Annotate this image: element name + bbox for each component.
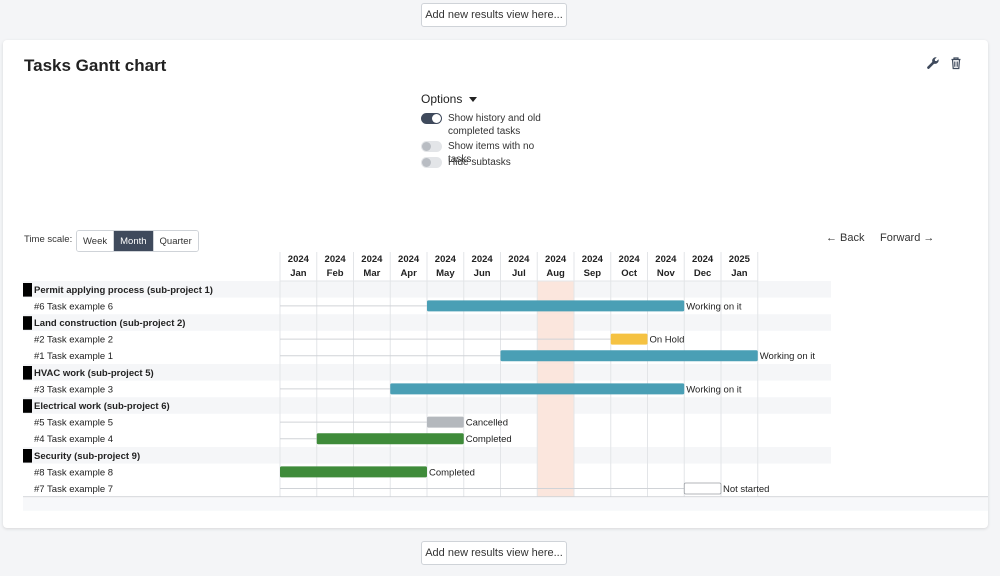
month-label: Nov — [657, 268, 676, 279]
task-bar[interactable] — [500, 350, 758, 362]
toggle-switch[interactable] — [421, 157, 442, 168]
toggle-show-history[interactable]: Show history and old completed tasks — [421, 112, 558, 138]
task-status-label: Working on it — [686, 384, 742, 395]
task-status-label: Completed — [466, 434, 512, 445]
group-marker — [23, 366, 32, 380]
group-label: Permit applying process (sub-project 1) — [34, 285, 213, 296]
task-status-label: Not started — [723, 484, 769, 495]
month-label: Dec — [694, 268, 711, 279]
task-label[interactable]: #7 Task example 7 — [34, 484, 113, 495]
task-status-label: Cancelled — [466, 418, 508, 429]
group-label: Security (sub-project 9) — [34, 451, 140, 462]
group-marker — [23, 283, 32, 297]
month-label: Jun — [474, 268, 491, 279]
task-bar[interactable] — [280, 466, 427, 478]
month-year-label: 2024 — [288, 254, 310, 265]
task-label[interactable]: #4 Task example 4 — [34, 434, 113, 445]
task-bar[interactable] — [427, 300, 685, 312]
month-year-label: 2024 — [508, 254, 530, 265]
task-bar[interactable] — [610, 333, 648, 345]
task-label[interactable]: #1 Task example 1 — [34, 351, 113, 362]
caret-down-icon — [469, 97, 478, 103]
panel-title: Tasks Gantt chart — [24, 56, 167, 75]
timescale-selector: Week Month Quarter — [76, 230, 199, 252]
month-label: Aug — [546, 268, 565, 279]
month-year-label: 2024 — [655, 254, 677, 265]
task-status-label: Working on it — [686, 301, 742, 312]
task-bar[interactable] — [683, 482, 722, 495]
group-marker — [23, 399, 32, 413]
toggle-label: Hide subtasks — [448, 157, 511, 168]
timescale-label: Time scale: — [24, 234, 73, 245]
group-marker — [23, 449, 32, 463]
add-results-view-button-top[interactable]: Add new results view here... — [421, 3, 567, 27]
task-status-label: Completed — [429, 467, 475, 478]
task-label[interactable]: #5 Task example 5 — [34, 418, 113, 429]
group-marker — [23, 316, 32, 330]
task-status-label: Working on it — [760, 351, 816, 362]
add-results-view-button-bottom[interactable]: Add new results view here... — [421, 541, 567, 565]
month-label: Apr — [400, 268, 417, 279]
toggle-switch[interactable] — [421, 113, 442, 124]
horizontal-scrollbar[interactable] — [23, 497, 988, 511]
options-title: Options — [421, 92, 463, 106]
wrench-icon[interactable] — [926, 56, 940, 70]
toggle-switch[interactable] — [421, 141, 442, 152]
month-label: May — [436, 268, 455, 279]
month-year-label: 2024 — [361, 254, 383, 265]
month-year-label: 2024 — [435, 254, 457, 265]
month-label: Sep — [584, 268, 602, 279]
options-dropdown[interactable]: Options — [421, 92, 478, 106]
group-label: Electrical work (sub-project 6) — [34, 401, 170, 412]
task-status-label: On Hold — [650, 335, 685, 346]
toggle-hide-subtasks[interactable]: Hide subtasks — [421, 156, 558, 169]
month-year-label: 2024 — [398, 254, 420, 265]
month-label: Feb — [327, 268, 344, 279]
task-bar[interactable] — [316, 433, 464, 445]
trash-icon[interactable] — [949, 56, 963, 70]
toggle-label: Show history and old completed tasks — [448, 113, 541, 137]
task-label[interactable]: #2 Task example 2 — [34, 335, 113, 346]
toggle-show-no-tasks[interactable]: Show items with no tasks — [421, 140, 558, 166]
timescale-quarter[interactable]: Quarter — [153, 231, 198, 251]
month-label: Jan — [731, 268, 748, 279]
month-year-label: 2024 — [325, 254, 347, 265]
month-year-label: 2024 — [472, 254, 494, 265]
month-label: Mar — [363, 268, 380, 279]
month-year-label: 2024 — [692, 254, 714, 265]
task-bar[interactable] — [390, 383, 685, 395]
task-bar[interactable] — [427, 416, 464, 428]
timescale-week[interactable]: Week — [77, 231, 115, 251]
month-label: Oct — [621, 268, 638, 279]
task-label[interactable]: #8 Task example 8 — [34, 467, 113, 478]
back-button[interactable]: ← Back — [826, 232, 865, 244]
month-label: Jul — [512, 268, 526, 279]
month-year-label: 2025 — [729, 254, 751, 265]
timescale-month[interactable]: Month — [114, 231, 154, 251]
month-year-label: 2024 — [545, 254, 567, 265]
group-label: Land construction (sub-project 2) — [34, 318, 185, 329]
task-label[interactable]: #6 Task example 6 — [34, 301, 113, 312]
month-year-label: 2024 — [582, 254, 604, 265]
task-label[interactable]: #3 Task example 3 — [34, 384, 113, 395]
month-label: Jan — [290, 268, 307, 279]
toggle-label: Show items with no tasks — [448, 141, 535, 165]
forward-button[interactable]: Forward → — [880, 232, 935, 244]
month-year-label: 2024 — [619, 254, 641, 265]
group-label: HVAC work (sub-project 5) — [34, 368, 154, 379]
